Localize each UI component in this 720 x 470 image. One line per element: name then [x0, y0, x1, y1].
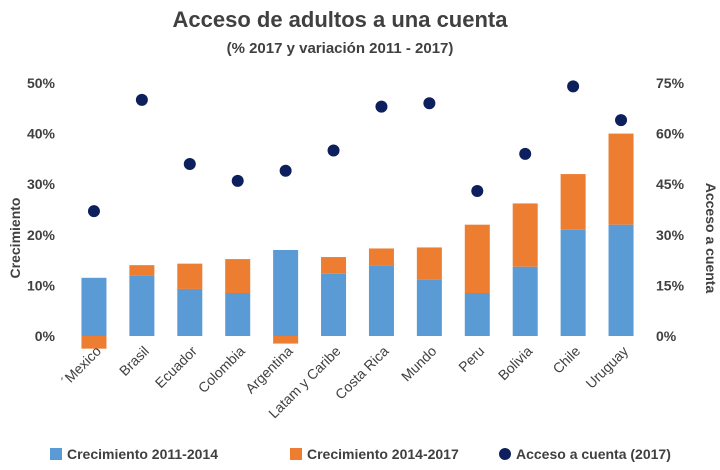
bar-2014-2017: [368, 248, 394, 266]
legend-swatch-s2: [290, 448, 302, 460]
y-tick-left: 0%: [35, 328, 56, 344]
bar-2011-2014: [464, 292, 490, 336]
point-acceso: [567, 80, 580, 93]
bar-2014-2017: [560, 174, 586, 230]
point-acceso: [231, 174, 244, 187]
y-tick-left: 20%: [27, 227, 56, 243]
y-tick-left: 50%: [27, 75, 56, 91]
bar-2014-2017: [177, 263, 203, 289]
x-tick-label: Brasil: [116, 343, 152, 379]
bar-2014-2017: [129, 265, 155, 276]
bar-2011-2014: [81, 277, 107, 336]
y-axis-left: 0% 10% 20% 30% 40% 50%: [27, 75, 56, 344]
bars-layer: [81, 133, 634, 349]
x-tick-label: Chile: [549, 343, 583, 377]
point-acceso: [135, 93, 148, 106]
bar-2014-2017: [416, 247, 442, 280]
legend-swatch-s1: [50, 448, 62, 460]
bar-2014-2017: [608, 133, 634, 225]
y-tick-left: 10%: [27, 277, 56, 293]
category-labels: ´Mexico Brasil EcuadorColombiaArgentinaLat…: [58, 343, 631, 422]
y-tick-left: 40%: [27, 126, 56, 142]
point-acceso: [615, 114, 628, 127]
legend: Crecimiento 2011-2014 Crecimiento 2014-2…: [50, 446, 671, 462]
legend-label-s1: Crecimiento 2011-2014: [67, 446, 218, 462]
bar-2014-2017: [464, 224, 490, 293]
x-tick-label: Colombia: [195, 343, 248, 396]
legend-marker-s3: [499, 448, 511, 460]
point-acceso: [279, 164, 292, 177]
bar-2011-2014: [416, 279, 442, 336]
bar-2011-2014: [321, 273, 347, 336]
x-tick-label: Bolivia: [495, 343, 536, 384]
bar-2011-2014: [608, 224, 634, 336]
bar-2014-2017: [81, 336, 107, 349]
bar-2014-2017: [273, 336, 299, 344]
y-tick-right: 75%: [656, 75, 685, 91]
y-axis-right: 0% 15% 30% 45% 60% 75%: [656, 75, 685, 344]
x-tick-label: Uruguay: [582, 343, 631, 392]
point-acceso: [183, 157, 196, 170]
bar-2011-2014: [368, 265, 394, 336]
y-tick-right: 30%: [656, 227, 685, 243]
legend-label-s2: Crecimiento 2014-2017: [307, 446, 459, 462]
legend-label-s3: Acceso a cuenta (2017): [516, 446, 671, 462]
bar-2011-2014: [225, 292, 251, 336]
y-tick-right: 15%: [656, 277, 685, 293]
y-axis-title-right: Acceso a cuenta: [703, 183, 719, 294]
point-acceso: [423, 97, 436, 110]
y-axis-title-left: Crecimiento: [7, 198, 23, 279]
chart-subtitle: (% 2017 y variación 2011 - 2017): [227, 40, 454, 57]
y-tick-right: 60%: [656, 126, 685, 142]
y-tick-left: 30%: [27, 176, 56, 192]
bar-2014-2017: [512, 203, 538, 267]
x-tick-label: ´Mexico: [58, 343, 104, 389]
y-tick-right: 45%: [656, 176, 685, 192]
bar-2014-2017: [225, 259, 251, 293]
x-tick-label: Peru: [455, 343, 487, 375]
bar-2011-2014: [177, 288, 203, 336]
bar-2014-2017: [321, 257, 347, 274]
chart-title: Acceso de adultos a una cuenta: [173, 7, 509, 32]
y-tick-right: 0%: [656, 328, 677, 344]
point-acceso: [519, 147, 532, 160]
point-acceso: [87, 205, 100, 218]
bar-2011-2014: [560, 229, 586, 336]
point-acceso: [471, 184, 484, 197]
points-layer: [87, 80, 628, 218]
bar-2011-2014: [273, 249, 299, 336]
point-acceso: [375, 100, 388, 113]
bar-2011-2014: [512, 266, 538, 336]
x-tick-label: Ecuador: [152, 343, 200, 391]
x-tick-label: Mundo: [398, 343, 440, 385]
point-acceso: [327, 144, 340, 157]
bar-2011-2014: [129, 275, 155, 336]
